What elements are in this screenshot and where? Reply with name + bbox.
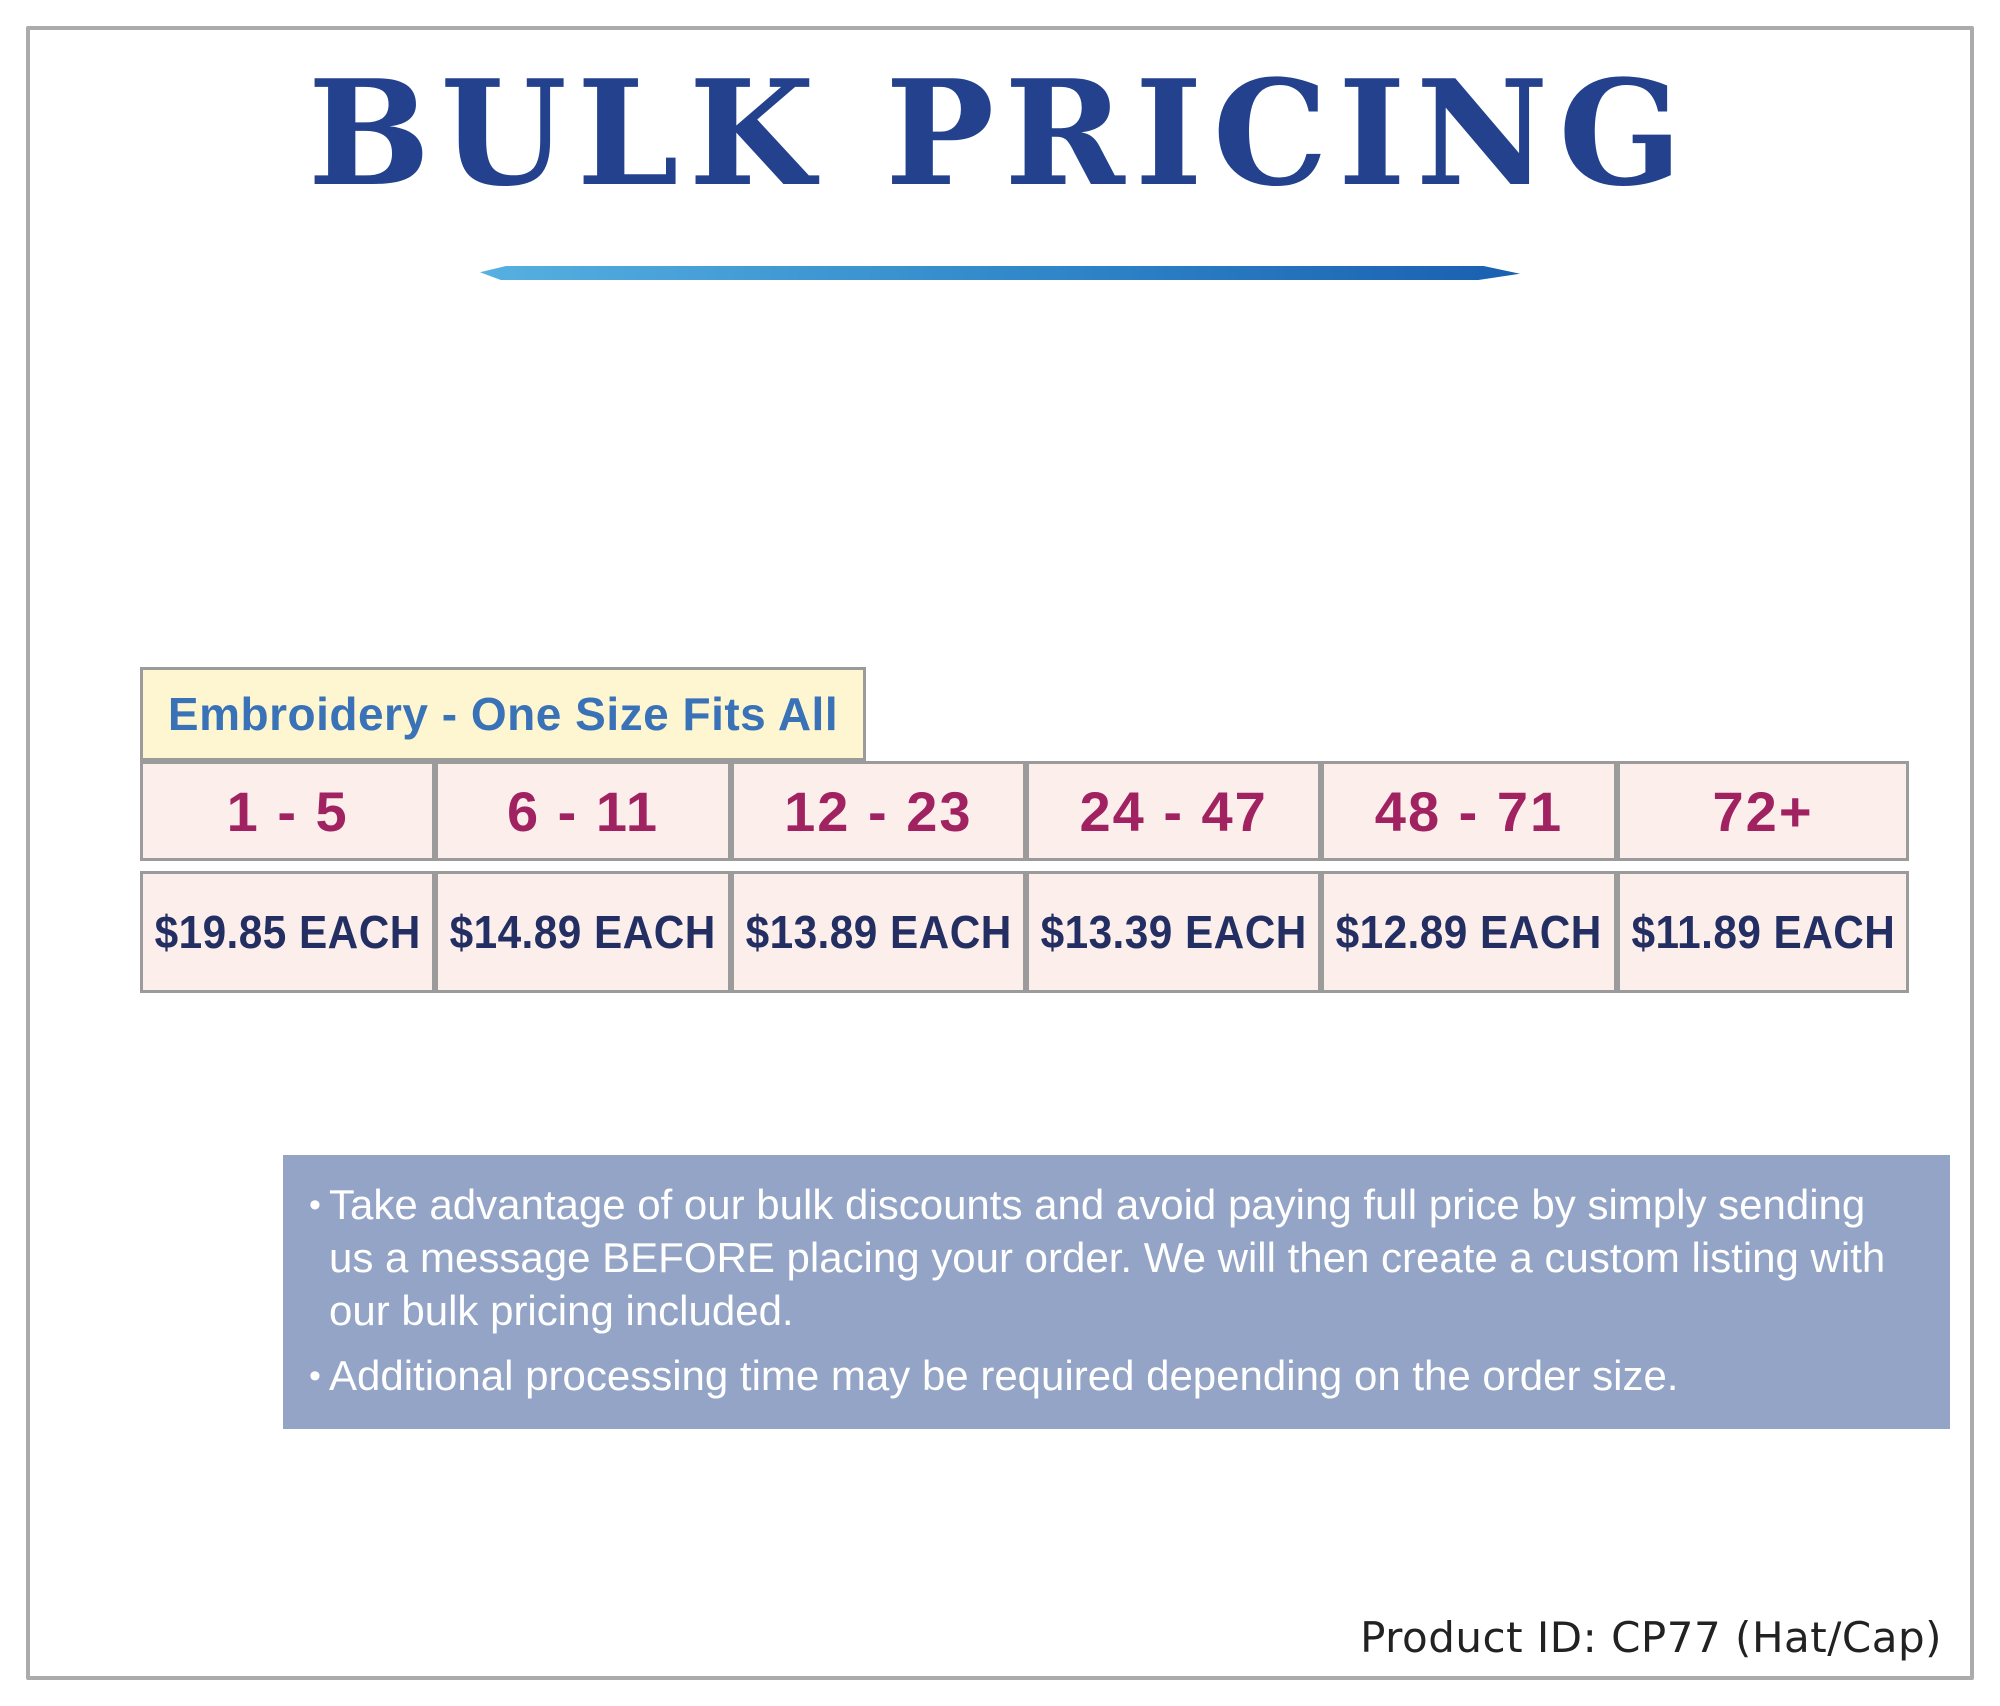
note-text: Additional processing time may be requir…: [329, 1351, 1679, 1399]
tier-price-cell: $19.85 EACH: [140, 871, 436, 993]
tier-price-text: $14.89 EACH: [449, 906, 717, 958]
tier-range-cell: 1 - 5: [140, 761, 436, 861]
tier-price-cell: $11.89 EACH: [1616, 871, 1910, 993]
notes-box: • Take advantage of our bulk discounts a…: [283, 1155, 1950, 1429]
tier-price-cell: $12.89 EACH: [1321, 871, 1617, 993]
tier-price-text: $19.85 EACH: [154, 906, 421, 958]
table-category-header: Embroidery - One Size Fits All: [140, 667, 866, 761]
tier-range-cell: 12 - 23: [730, 761, 1026, 861]
bullet-icon: •: [309, 1186, 321, 1224]
tier-price-cell: $14.89 EACH: [435, 871, 731, 993]
page-title: BULK PRICING: [307, 49, 1693, 219]
tier-price-text: $11.89 EACH: [1631, 906, 1895, 958]
tier-range-cell: 72+: [1616, 761, 1910, 861]
pricing-table: Embroidery - One Size Fits All 1 - 5 6 -…: [140, 667, 1910, 993]
tier-price-text: $12.89 EACH: [1335, 906, 1603, 958]
product-id-label: Product ID: CP77 (Hat/Cap): [1360, 1613, 1942, 1662]
tier-grid: 1 - 5 6 - 11 12 - 23 24 - 47 48 - 71 72+…: [140, 761, 1910, 993]
note-item: • Take advantage of our bulk discounts a…: [301, 1179, 1918, 1338]
tier-price-text: $13.39 EACH: [1040, 906, 1307, 958]
tier-price-text: $13.89 EACH: [745, 906, 1012, 958]
note-text: Take advantage of our bulk discounts and…: [329, 1181, 1886, 1334]
bullet-icon: •: [309, 1356, 321, 1395]
tier-price-cell: $13.39 EACH: [1025, 871, 1322, 993]
note-item: • Additional processing time may be requ…: [301, 1350, 1918, 1403]
title-underline-accent: [480, 266, 1520, 280]
tier-range-cell: 48 - 71: [1321, 761, 1617, 861]
tier-range-cell: 6 - 11: [435, 761, 731, 861]
tier-range-cell: 24 - 47: [1025, 761, 1322, 861]
tier-price-cell: $13.89 EACH: [730, 871, 1026, 993]
